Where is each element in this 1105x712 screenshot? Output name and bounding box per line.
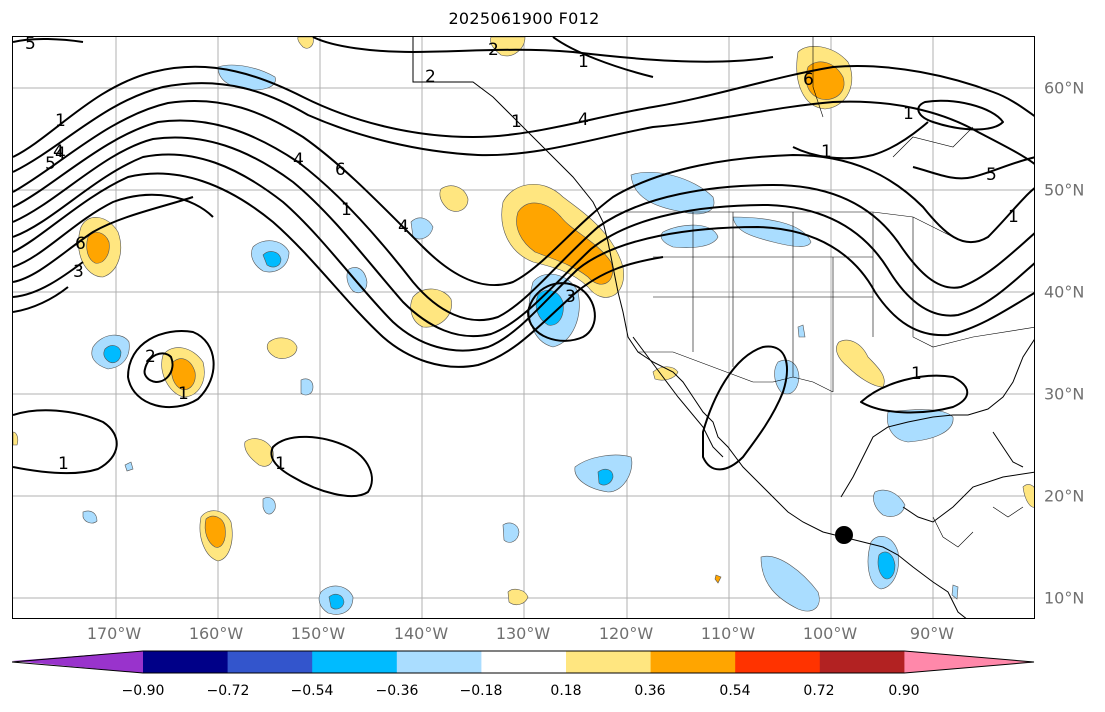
contour-label: 1 <box>1008 207 1019 227</box>
contour-label: 4 <box>53 142 64 162</box>
contour-label: 1 <box>341 200 352 220</box>
colorbar <box>12 650 1035 674</box>
lon-label: 170°W <box>86 624 142 643</box>
contour-label: 6 <box>75 234 86 254</box>
map-title: 2025061900 F012 <box>448 9 600 28</box>
colorbar-extend-low <box>12 651 143 673</box>
contour-label: 4 <box>398 217 409 237</box>
lon-label: 160°W <box>188 624 244 643</box>
colorbar-extend-high <box>904 651 1034 673</box>
station-marker[interactable] <box>835 526 853 544</box>
colorbar-tick-label: −0.54 <box>290 683 334 699</box>
map-canvas: 5 1 4 2 1 6 1 1 4 5 6 4 2 6 1 4 1 3 2 1 … <box>13 37 1034 618</box>
colorbar-tick-label: −0.36 <box>375 683 419 699</box>
colorbar-tick-label: 0.36 <box>634 683 666 699</box>
colorbar-segment <box>143 651 229 673</box>
contour-label: 1 <box>911 364 922 384</box>
contour-label: 1 <box>58 454 69 474</box>
lon-label: 110°W <box>700 624 756 643</box>
lat-label: 20°N <box>1044 486 1085 506</box>
colorbar-tick-label: −0.90 <box>121 683 165 699</box>
political-borders <box>603 37 1034 548</box>
lon-label: 140°W <box>393 624 449 643</box>
colorbar-segment <box>227 651 313 673</box>
contour-label: 2 <box>145 347 156 367</box>
colorbar-segment <box>819 651 905 673</box>
lon-label: 100°W <box>802 624 858 643</box>
contour-label: 1 <box>821 142 832 162</box>
contour-label: 2 <box>425 67 436 87</box>
contour-label: 5 <box>986 165 997 185</box>
contour-label: 1 <box>578 52 589 72</box>
colorbar-segment <box>650 651 736 673</box>
colorbar-tick-label: 0.90 <box>888 683 920 699</box>
lon-label: 150°W <box>290 624 346 643</box>
colorbar-segment <box>566 651 652 673</box>
contours <box>13 37 1034 498</box>
lat-label: 60°N <box>1044 78 1085 98</box>
contour-label: 6 <box>803 70 814 90</box>
coastlines <box>412 37 1034 618</box>
colorbar-segment <box>396 651 482 673</box>
colorbar-segment <box>312 651 398 673</box>
colorbar-tick-label: −0.18 <box>459 683 503 699</box>
contour-label: 5 <box>45 154 56 174</box>
contour-label: 1 <box>903 104 914 124</box>
contour-label: 1 <box>55 111 66 131</box>
colorbar-tick-label: −0.72 <box>206 683 250 699</box>
contour-label-group: 5 1 4 2 1 6 1 1 4 5 6 4 2 6 1 4 1 3 2 1 … <box>25 37 1019 474</box>
map-panel[interactable]: 5 1 4 2 1 6 1 1 4 5 6 4 2 6 1 4 1 3 2 1 … <box>12 36 1035 619</box>
lat-label: 10°N <box>1044 588 1085 608</box>
lon-label: 90°W <box>909 624 955 643</box>
contour-label: 4 <box>578 110 589 130</box>
lat-label: 30°N <box>1044 384 1085 404</box>
contour-label: 1 <box>275 454 286 474</box>
colorbar-outline <box>12 650 1035 674</box>
lon-label: 130°W <box>495 624 551 643</box>
contour-label: 6 <box>335 160 346 180</box>
lat-label: 40°N <box>1044 282 1085 302</box>
colorbar-tick-label: 0.72 <box>803 683 835 699</box>
lon-label: 120°W <box>598 624 654 643</box>
contour-label: 2 <box>488 40 499 60</box>
colorbar-segment <box>735 651 821 673</box>
lat-label: 50°N <box>1044 180 1085 200</box>
contour-label: 1 <box>178 384 189 404</box>
contour-label: 1 <box>511 112 522 132</box>
contour-label: 3 <box>73 262 84 282</box>
colorbar-tick-label: 0.54 <box>719 683 751 699</box>
contour-label: 5 <box>25 37 36 54</box>
colorbar-tick-label: 0.18 <box>550 683 582 699</box>
contour-label: 3 <box>565 287 576 307</box>
colorbar-segment <box>481 651 567 673</box>
graticule <box>13 37 1034 618</box>
contour-label: 4 <box>55 144 66 164</box>
contour-label: 4 <box>293 150 304 170</box>
